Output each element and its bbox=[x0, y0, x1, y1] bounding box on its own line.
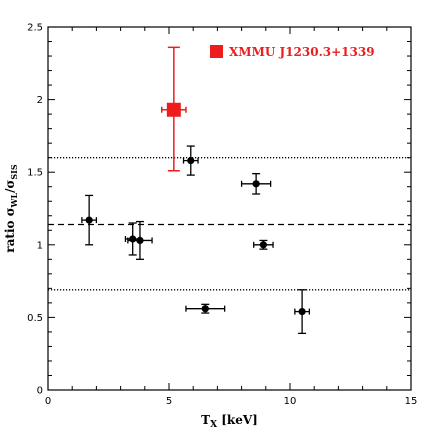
x-tick-label: 10 bbox=[284, 396, 297, 407]
circle-marker bbox=[201, 305, 209, 313]
legend-marker-square bbox=[210, 45, 223, 58]
x-tick-label: 0 bbox=[45, 396, 51, 407]
circle-marker bbox=[85, 216, 93, 224]
legend-label: XMMU J1230.3+1339 bbox=[229, 45, 375, 59]
circle-marker bbox=[298, 307, 306, 316]
data-point bbox=[185, 303, 226, 314]
legend: XMMU J1230.3+1339 bbox=[210, 45, 375, 59]
data-point bbox=[182, 145, 199, 176]
y-tick-label: 2 bbox=[37, 95, 43, 106]
reference-lines bbox=[48, 157, 411, 291]
y-tick-label: 0 bbox=[37, 386, 43, 397]
circle-marker bbox=[259, 241, 267, 249]
x-axis-label: TX [keV] bbox=[201, 413, 258, 430]
data-point bbox=[253, 239, 274, 250]
y-tick-label: 1.5 bbox=[27, 168, 43, 179]
x-tick-label: 5 bbox=[166, 396, 172, 407]
y-tick-label: 2.5 bbox=[27, 23, 43, 34]
circle-marker bbox=[187, 156, 195, 165]
circle-marker bbox=[129, 235, 137, 243]
y-tick-label: 0.5 bbox=[27, 313, 43, 324]
x-tick-label: 15 bbox=[405, 396, 418, 407]
square-marker bbox=[166, 102, 181, 117]
highlight-point bbox=[160, 46, 187, 172]
data-point bbox=[81, 194, 98, 246]
data-point bbox=[294, 289, 311, 335]
data-point bbox=[127, 220, 153, 260]
plot-frame bbox=[47, 26, 412, 391]
y-axis-label: ratio σWL/σSIS bbox=[3, 164, 19, 253]
axis-ticks bbox=[47, 26, 412, 391]
data-points bbox=[81, 46, 311, 335]
circle-marker bbox=[252, 180, 260, 188]
data-point bbox=[240, 173, 272, 195]
tick-labels: 0 5 10 15 0 0.5 1 1.5 2 2.5 bbox=[27, 23, 417, 408]
circle-marker bbox=[136, 236, 144, 245]
y-tick-label: 1 bbox=[37, 240, 43, 251]
